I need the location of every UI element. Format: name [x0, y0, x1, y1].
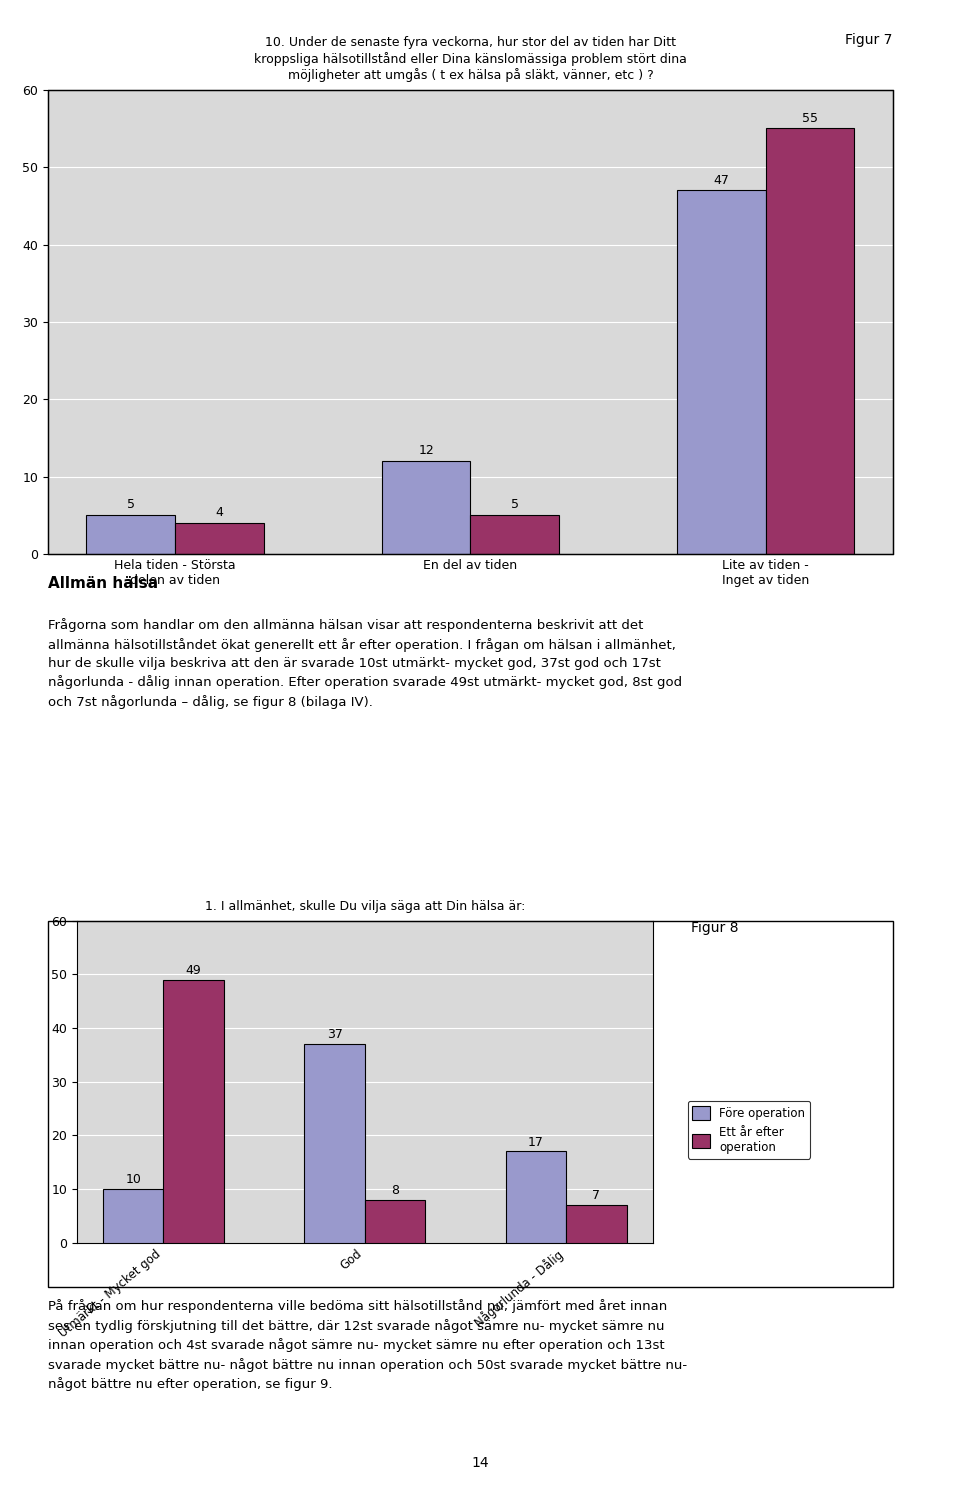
Text: 17: 17: [528, 1136, 544, 1148]
Text: 47: 47: [713, 174, 730, 187]
Text: 5: 5: [127, 499, 134, 512]
Bar: [163, 979, 224, 1243]
Bar: [382, 461, 470, 554]
Text: Allmän hälsa: Allmän hälsa: [48, 576, 158, 591]
Bar: [766, 129, 854, 554]
Text: 12: 12: [419, 445, 434, 457]
Bar: [175, 522, 264, 554]
Text: 10: 10: [125, 1174, 141, 1186]
Title: 1. I allmänhet, skulle Du vilja säga att Din hälsa är:: 1. I allmänhet, skulle Du vilja säga att…: [204, 900, 525, 913]
Bar: [506, 1151, 566, 1243]
Bar: [103, 1189, 163, 1243]
Text: 14: 14: [471, 1457, 489, 1470]
Title: 10. Under de senaste fyra veckorna, hur stor del av tiden har Ditt
kroppsliga hä: 10. Under de senaste fyra veckorna, hur …: [254, 36, 686, 82]
Bar: [86, 515, 175, 554]
Text: 5: 5: [511, 499, 518, 512]
Bar: [304, 1043, 365, 1243]
Text: 37: 37: [326, 1028, 343, 1042]
Text: 8: 8: [391, 1184, 399, 1198]
Text: Figur 8: Figur 8: [691, 921, 738, 934]
Bar: [677, 190, 766, 554]
Text: Frågorna som handlar om den allmänna hälsan visar att respondenterna beskrivit a: Frågorna som handlar om den allmänna häl…: [48, 618, 683, 708]
Text: Figur 7: Figur 7: [845, 33, 892, 46]
Text: 7: 7: [592, 1189, 600, 1202]
Text: På frågan om hur respondenterna ville bedöma sitt hälsotillstånd nu, jämfört med: På frågan om hur respondenterna ville be…: [48, 1299, 687, 1391]
Text: 4: 4: [215, 506, 224, 519]
Bar: [470, 515, 559, 554]
Text: 49: 49: [185, 964, 202, 978]
Text: 55: 55: [803, 112, 818, 124]
Bar: [365, 1199, 425, 1243]
Bar: [566, 1205, 627, 1243]
Legend: Före operation, Ett år efter
operation: Före operation, Ett år efter operation: [687, 1100, 810, 1159]
